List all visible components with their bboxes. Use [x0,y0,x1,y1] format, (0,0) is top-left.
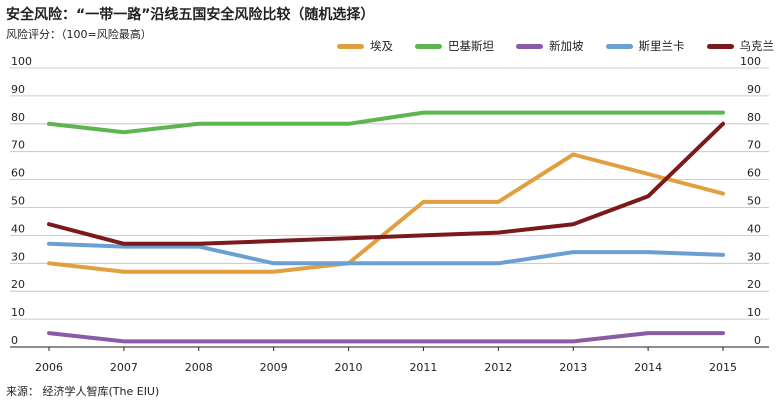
y-tick-right-100: 100 [740,55,761,68]
y-tick-right-80: 80 [747,111,761,124]
y-tick-left-70: 70 [11,139,25,152]
x-tick-2011: 2011 [409,361,437,374]
legend-swatch-4 [706,43,734,49]
y-tick-left-30: 30 [11,250,25,263]
y-tick-left-20: 20 [11,278,25,291]
y-tick-right-90: 90 [747,83,761,96]
legend-label-2: 新加坡 [549,39,584,53]
chart-legend: 埃及 巴基斯坦 新加坡 斯里兰卡 乌克兰 [337,38,774,54]
y-tick-right-20: 20 [747,278,761,291]
y-tick-right-70: 70 [747,139,761,152]
y-tick-right-30: 30 [747,250,761,263]
series-line-3 [47,241,725,266]
legend-swatch-2 [516,43,543,49]
y-tick-right-0: 0 [754,334,761,347]
series-line-1 [47,110,725,135]
legend-item-0: 埃及 [337,38,393,54]
x-tick-2014: 2014 [634,361,662,374]
chart-title: 安全风险：“一带一路”沿线五国安全风险比较（随机选择） [6,7,375,23]
x-tick-2010: 2010 [335,361,363,374]
y-tick-right-40: 40 [747,222,761,235]
y-tick-right-60: 60 [747,167,761,180]
series-line-4 [47,121,725,246]
legend-label-0: 埃及 [370,39,393,53]
y-tick-left-90: 90 [11,83,25,96]
legend-swatch-0 [337,43,364,49]
y-tick-left-0: 0 [11,334,18,347]
source-note: 来源： 经济学人智库(The EIU) [6,385,160,398]
x-tick-2009: 2009 [260,361,288,374]
legend-label-4: 乌克兰 [739,39,775,53]
series-line-2 [47,331,725,344]
legend-item-1: 巴基斯坦 [415,38,494,54]
x-tick-2006: 2006 [35,361,63,374]
legend-label-3: 斯里兰卡 [638,39,685,53]
x-tick-2007: 2007 [110,361,138,374]
y-tick-left-60: 60 [11,167,25,180]
y-tick-left-40: 40 [11,222,25,235]
y-tick-left-100: 100 [11,55,32,68]
y-tick-right-50: 50 [747,195,761,208]
legend-item-4: 乌克兰 [706,38,775,54]
y-tick-left-80: 80 [11,111,25,124]
series-line-0 [47,152,725,274]
x-tick-2008: 2008 [185,361,213,374]
legend-label-1: 巴基斯坦 [448,39,494,53]
y-tick-right-10: 10 [747,306,761,319]
legend-swatch-1 [415,43,442,49]
legend-item-2: 新加坡 [516,38,584,54]
y-tick-left-50: 50 [11,195,25,208]
legend-item-3: 斯里兰卡 [605,38,685,54]
legend-swatch-3 [605,43,633,49]
x-tick-2013: 2013 [559,361,587,374]
y-tick-left-10: 10 [11,306,25,319]
chart-subtitle: 风险评分：（100=风险最高） [6,28,152,41]
x-tick-2015: 2015 [709,361,737,374]
x-tick-2012: 2012 [484,361,512,374]
